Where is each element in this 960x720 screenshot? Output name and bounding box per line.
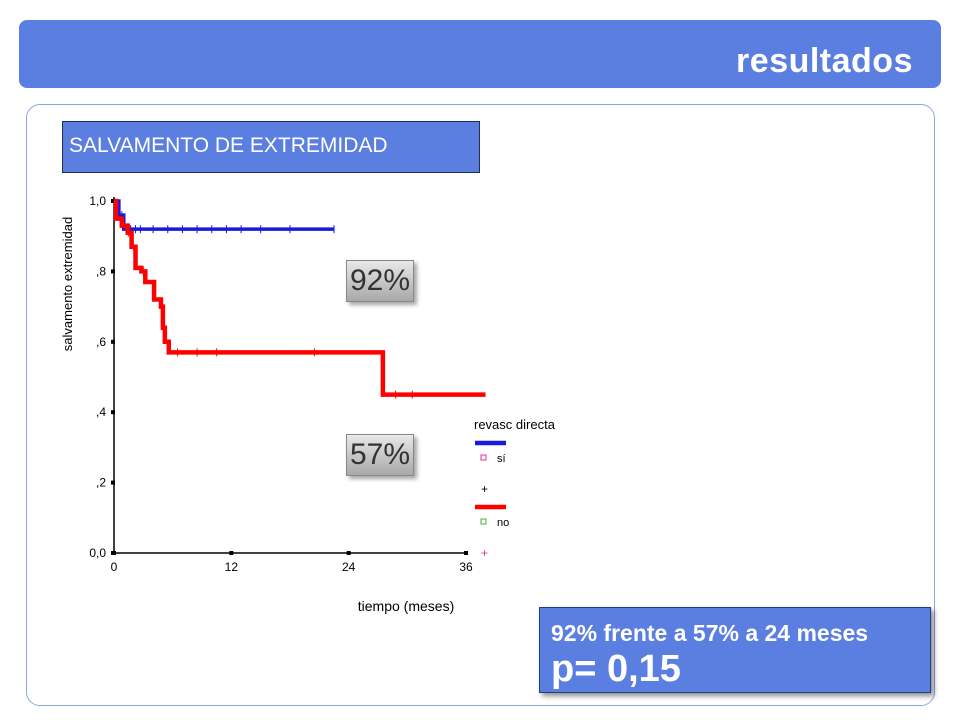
result-box: 92% frente a 57% a 24 meses p= 0,15 xyxy=(539,607,931,693)
x-tick-label: 36 xyxy=(459,560,473,574)
y-tick-mark xyxy=(111,269,115,274)
result-summary: 92% frente a 57% a 24 meses xyxy=(551,620,869,646)
y-tick-mark xyxy=(111,410,115,415)
legend-censor-symbol-si: + xyxy=(481,482,488,496)
badge-92: 92% xyxy=(346,260,414,302)
x-tick-mark xyxy=(229,551,234,555)
x-tick-mark xyxy=(464,551,468,555)
y-tick-label: ,4 xyxy=(96,405,106,419)
y-tick-label: ,8 xyxy=(96,264,106,278)
x-tick-label: 0 xyxy=(111,560,118,574)
x-tick-label: 24 xyxy=(342,560,356,574)
y-tick-label: ,6 xyxy=(96,335,106,349)
x-axis-label: tiempo (meses) xyxy=(358,598,454,614)
x-tick-mark xyxy=(346,551,351,555)
y-tick-label: ,2 xyxy=(96,476,106,490)
km-curve-no xyxy=(113,198,486,397)
x-tick-label: 12 xyxy=(225,560,239,574)
y-tick-mark xyxy=(111,480,115,485)
header-bar: resultados xyxy=(19,20,941,88)
content-frame xyxy=(26,104,935,706)
legend-marker-si xyxy=(480,454,487,461)
legend-label-no: no xyxy=(497,517,509,529)
km-curve-si xyxy=(114,199,334,231)
legend-marker-no xyxy=(480,518,487,525)
legend-title: revasc directa xyxy=(474,417,556,432)
y-tick-label: 0,0 xyxy=(89,546,106,560)
y-tick-mark xyxy=(111,199,115,203)
legend-censor-symbol-no: + xyxy=(481,546,488,560)
result-p-value: p= 0,15 xyxy=(551,648,681,690)
y-axis-label: salvamento extremidad xyxy=(60,217,75,351)
section-title-box: SALVAMENTO DE EXTREMIDAD xyxy=(62,121,480,173)
x-tick-mark xyxy=(112,551,116,555)
section-title: SALVAMENTO DE EXTREMIDAD xyxy=(69,134,388,157)
legend-label-si: sí xyxy=(497,453,506,465)
badge-57: 57% xyxy=(346,434,414,476)
page-title: resultados xyxy=(736,42,913,80)
y-tick-label: 1,0 xyxy=(89,194,106,208)
y-tick-mark xyxy=(111,339,115,344)
